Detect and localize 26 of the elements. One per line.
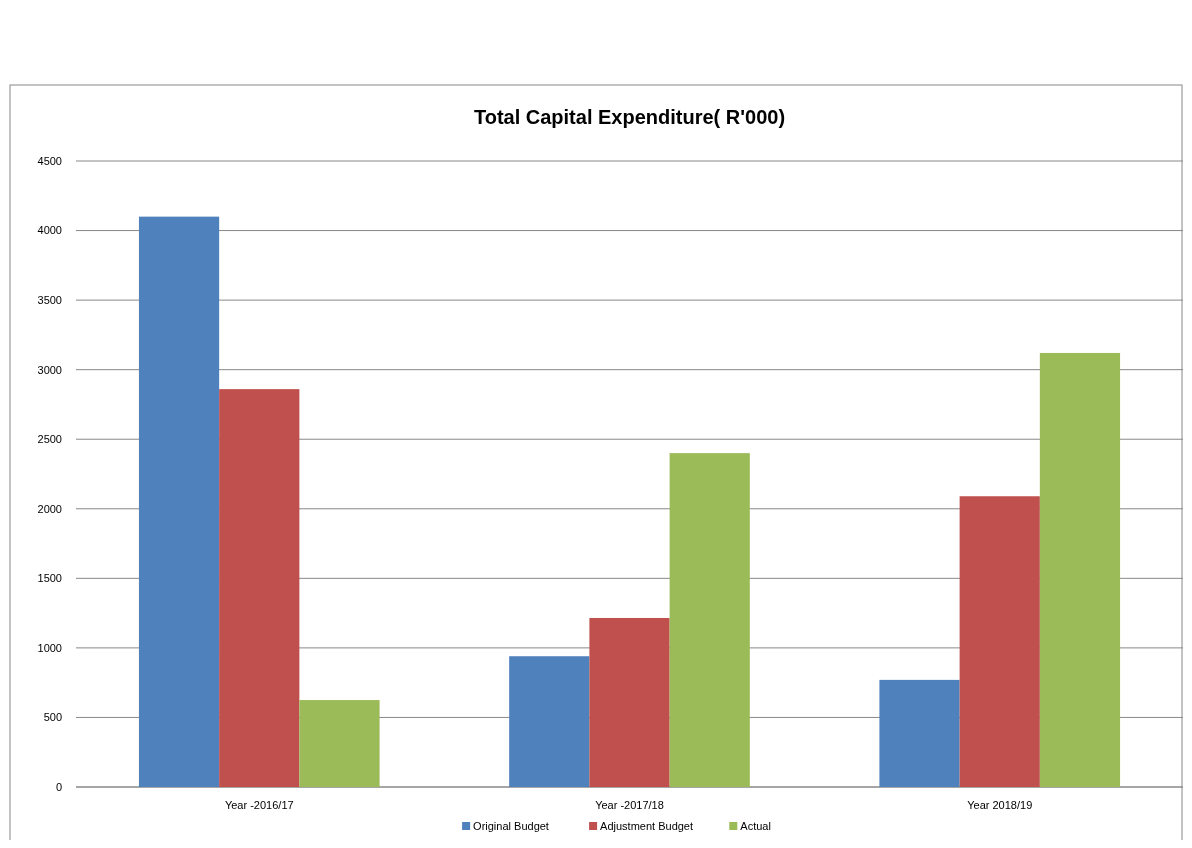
bar (138, 216, 220, 787)
y-tick-label: 4500 (37, 154, 62, 167)
bar (509, 656, 590, 787)
y-tick-label: 2000 (37, 502, 62, 515)
bar (589, 617, 670, 787)
y-tick-label: 3000 (37, 363, 62, 376)
y-tick-label: 4000 (37, 224, 62, 237)
chart-title: Total Capital Expenditure( R'000) (473, 106, 786, 128)
bar (299, 700, 380, 787)
legend-label: Adjustment Budget (600, 820, 694, 832)
bar (959, 496, 1040, 787)
y-tick-label: 3500 (37, 293, 62, 306)
bar (219, 389, 300, 787)
y-tick-label: 500 (43, 711, 62, 724)
legend-label: Original Budget (473, 820, 549, 832)
x-tick-label: Year -2016/17 (224, 799, 294, 811)
bar (1039, 352, 1121, 787)
x-tick-label: Year 2018/19 (967, 799, 1033, 811)
y-tick-label: 2500 (37, 433, 62, 446)
bar (669, 453, 750, 787)
x-tick-label: Year -2017/18 (595, 799, 664, 811)
bar (879, 679, 960, 787)
legend-label: Actual (740, 820, 771, 832)
y-tick-label: 0 (55, 780, 62, 793)
y-tick-label: 1000 (37, 641, 62, 654)
y-tick-label: 1500 (37, 572, 62, 585)
